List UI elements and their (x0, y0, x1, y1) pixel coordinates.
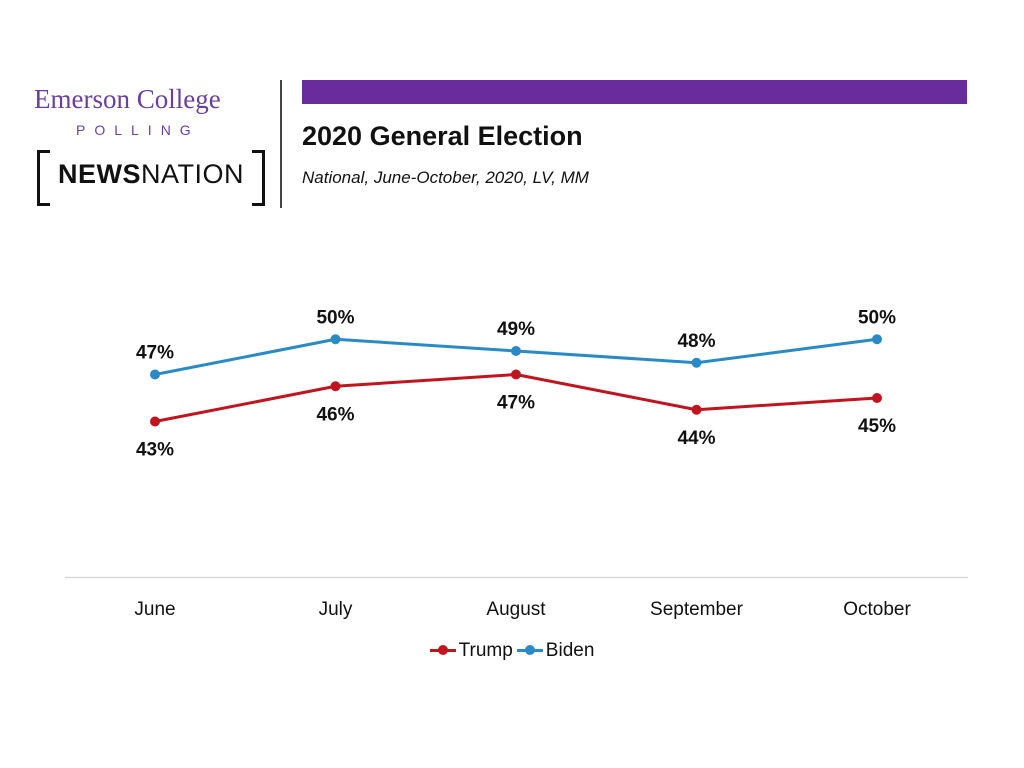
accent-bar (302, 80, 967, 104)
data-label-trump: 46% (316, 404, 354, 425)
series-line-biden (154, 337, 878, 376)
newsnation-logo: NEWSNATION (37, 150, 265, 206)
data-label-biden: 48% (677, 331, 715, 352)
polling-logo-text: POLLING (76, 122, 200, 138)
chart-subtitle: National, June-October, 2020, LV, MM (302, 168, 589, 187)
newsnation-light: NATION (141, 159, 244, 189)
chart-title: 2020 General Election (302, 121, 583, 151)
data-label-biden: 49% (497, 319, 535, 340)
header-divider (280, 80, 282, 208)
x-tick-label: September (650, 599, 744, 620)
newsnation-logo-text: NEWSNATION (47, 159, 255, 190)
emerson-logo-text: Emerson College (34, 84, 221, 114)
legend-label: Biden (545, 639, 595, 661)
newsnation-bold: NEWS (58, 159, 141, 189)
data-point-trump (691, 404, 702, 415)
data-point-trump (872, 393, 882, 403)
x-tick-label: October (843, 599, 911, 620)
legend-swatch-trump (429, 645, 456, 655)
legend-label: Trump (458, 639, 513, 661)
data-label-biden: 50% (858, 307, 896, 328)
data-point-biden (511, 346, 521, 356)
x-tick-label: August (486, 599, 546, 620)
logo-bracket-left (37, 150, 50, 206)
x-tick-label: July (319, 599, 353, 620)
data-point-biden (872, 334, 882, 345)
data-point-trump (150, 416, 160, 427)
data-point-trump (511, 369, 521, 380)
data-point-biden (150, 369, 160, 380)
data-label-trump: 47% (497, 393, 535, 414)
data-point-trump (330, 381, 341, 392)
chart-legend: Trump Biden (0, 636, 1024, 662)
data-label-biden: 47% (136, 343, 174, 364)
data-point-biden (330, 334, 341, 345)
legend-swatch-biden (516, 645, 543, 655)
data-label-biden: 50% (316, 307, 354, 328)
x-tick-label: June (134, 599, 175, 620)
data-label-trump: 44% (677, 428, 715, 449)
data-label-trump: 43% (136, 440, 174, 461)
legend-item-biden: Biden (516, 639, 595, 662)
data-label-trump: 45% (858, 416, 896, 437)
logo-bracket-right (252, 150, 265, 206)
data-point-biden (691, 357, 702, 368)
legend-item-trump: Trump (429, 639, 513, 662)
